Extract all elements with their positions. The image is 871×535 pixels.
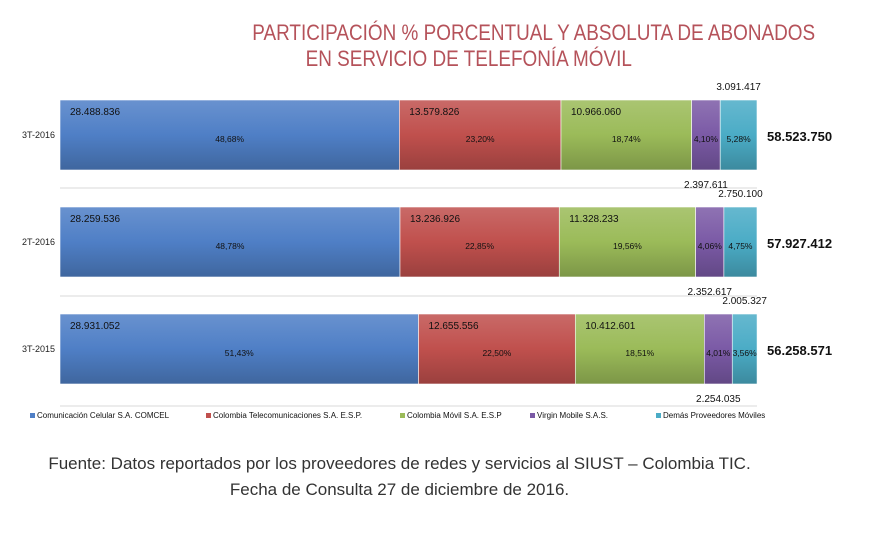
percent-label: 48,68% (215, 134, 244, 144)
category-label: 2T-2016 (22, 237, 55, 247)
value-label: 11.328.233 (569, 214, 619, 225)
percent-label: 51,43% (225, 348, 254, 358)
value-label: 2.750.100 (718, 189, 763, 200)
chart-title-line2: EN SERVICIO DE TELEFONÍA MÓVIL (305, 46, 632, 71)
total-label: 58.523.750 (767, 129, 832, 144)
value-label: 13.579.826 (409, 107, 459, 118)
bar-segment (560, 99, 692, 171)
bar-segment (719, 99, 758, 171)
percent-label: 18,51% (625, 348, 654, 358)
percent-label: 4,10% (694, 134, 719, 144)
legend-label: Colombia Móvil S.A. E.S.P (407, 411, 502, 420)
chart-legend: Comunicación Celular S.A. COMCEL Colombia… (30, 411, 765, 420)
percent-label: 5,28% (727, 134, 752, 144)
chart-title-line1: PARTICIPACIÓN % PORCENTUAL Y ABSOLUTA DE… (252, 20, 816, 45)
value-label: 28.259.536 (70, 214, 120, 225)
legend-label: Comunicación Celular S.A. COMCEL (37, 411, 170, 420)
legend-label: Colombia Telecomunicaciones S.A. E.S.P. (213, 411, 362, 420)
legend-swatch (206, 413, 211, 418)
value-label: 2.254.035 (696, 394, 741, 405)
bar-segment (558, 206, 696, 278)
value-label: 3.091.417 (716, 82, 761, 93)
bar-segment (691, 99, 721, 171)
bar-segment (574, 313, 705, 385)
legend-swatch (30, 413, 35, 418)
legend-label: Virgin Mobile S.A.S. (537, 411, 608, 420)
value-label: 13.236.926 (410, 214, 460, 225)
chart-bars (59, 99, 758, 407)
bar-segment (731, 313, 758, 385)
percent-label: 22,50% (482, 348, 511, 358)
value-label: 2.397.611 (684, 180, 728, 191)
value-label: 28.488.836 (70, 107, 120, 118)
percent-label: 4,06% (698, 241, 723, 251)
percent-label: 4,75% (728, 241, 753, 251)
bar-segment (398, 99, 562, 171)
value-label: 28.931.052 (70, 321, 120, 332)
bar-segment (695, 206, 725, 278)
percent-label: 18,74% (612, 134, 641, 144)
consult-date-note: Fecha de Consulta 27 de diciembre de 201… (229, 480, 570, 499)
percent-label: 3,56% (733, 348, 758, 358)
percent-label: 4,01% (706, 348, 731, 358)
legend-swatch (656, 413, 661, 418)
percent-label: 19,56% (613, 241, 642, 251)
value-label: 2.352.617 (687, 287, 732, 298)
value-label: 10.412.601 (585, 321, 635, 332)
total-label: 56.258.571 (767, 343, 832, 358)
percent-label: 23,20% (466, 134, 495, 144)
percent-label: 48,78% (216, 241, 245, 251)
bar-segment (704, 313, 733, 385)
legend-swatch (400, 413, 405, 418)
legend-label: Demás Proveedores Móviles (663, 411, 765, 420)
total-label: 57.927.412 (767, 236, 832, 251)
legend-swatch (530, 413, 535, 418)
chart-labels: 3T-2016 48,68% 28.488.836 23,20% 13.579.826 1… (22, 82, 832, 405)
category-label: 3T-2016 (22, 130, 55, 140)
bar-segment (59, 313, 419, 385)
stacked-bar-chart: 3T-2016 48,68% 28.488.836 23,20% 13.579.826 1… (22, 82, 832, 420)
value-label: 2.005.327 (722, 296, 767, 307)
value-label: 10.966.060 (571, 107, 621, 118)
bar-segment (59, 206, 401, 278)
source-note: Fuente: Datos reportados por los proveed… (48, 454, 751, 473)
value-label: 12.655.556 (428, 321, 478, 332)
bar-segment (723, 206, 758, 278)
bar-segment (399, 206, 560, 278)
percent-label: 22,85% (465, 241, 494, 251)
category-label: 3T-2015 (22, 344, 55, 354)
